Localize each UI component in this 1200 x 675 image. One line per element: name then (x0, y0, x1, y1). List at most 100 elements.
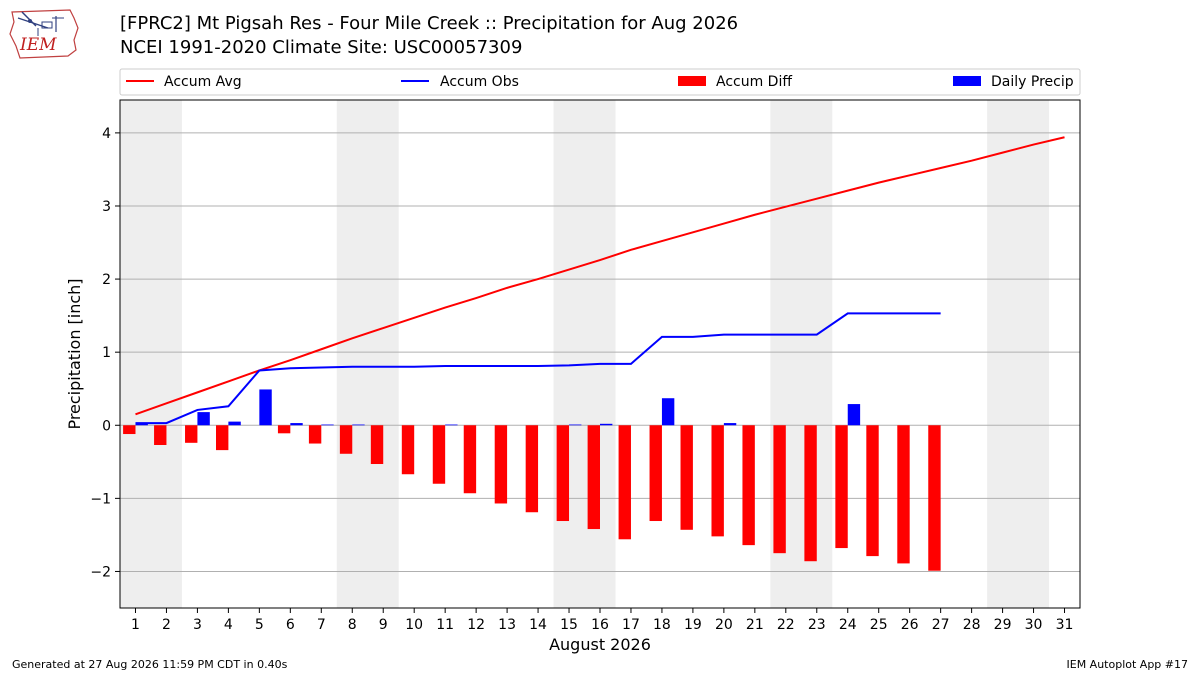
x-tick-label: 1 (131, 617, 140, 633)
accum-diff-bar (835, 425, 848, 549)
daily-precip-bar (352, 424, 365, 426)
y-tick-label: −1 (90, 491, 111, 507)
accum-diff-bar (618, 425, 631, 540)
accum-diff-bar (154, 425, 167, 446)
generated-timestamp: Generated at 27 Aug 2026 11:59 PM CDT in… (12, 658, 288, 671)
accum-diff-bar (401, 425, 415, 475)
accum-diff-bar (339, 425, 353, 454)
y-axis-ticks: −2 −1 0 1 2 3 4 (90, 126, 120, 580)
y-tick-label: −2 (90, 564, 111, 580)
x-tick-label: 25 (870, 617, 888, 633)
daily-precip-bar (569, 424, 582, 426)
x-tick-label: 10 (405, 617, 423, 633)
accum-diff-bar (494, 425, 508, 504)
legend-label-accum-avg: Accum Avg (164, 74, 242, 90)
accum-diff-bar (123, 425, 136, 435)
accum-avg-line (135, 136, 1065, 416)
bars (123, 389, 941, 571)
accum-diff-bar (680, 425, 693, 530)
daily-precip-bar (661, 398, 675, 426)
legend-swatch-accum-diff (678, 76, 706, 86)
x-tick-label: 28 (963, 617, 981, 633)
y-axis-label: Precipitation [inch] (65, 278, 84, 429)
x-tick-label: 24 (839, 617, 857, 633)
daily-precip-bar (723, 423, 737, 426)
x-tick-label: 8 (348, 617, 357, 633)
y-tick-label: 4 (102, 126, 111, 142)
x-tick-label: 13 (498, 617, 516, 633)
x-tick-label: 23 (808, 617, 826, 633)
x-tick-label: 22 (777, 617, 795, 633)
accum-diff-bar (742, 425, 755, 546)
x-tick-label: 14 (529, 617, 547, 633)
y-tick-label: 3 (102, 199, 111, 215)
lines (135, 136, 1065, 425)
x-tick-label: 15 (560, 617, 578, 633)
accum-diff-bar (897, 425, 910, 564)
x-tick-label: 26 (901, 617, 919, 633)
legend: Accum Avg Accum Obs Accum Diff Daily Pre… (119, 68, 1081, 96)
accum-diff-bar (525, 425, 539, 513)
logo-text: IEM (19, 35, 57, 55)
weekend-band (120, 100, 182, 608)
x-tick-label: 6 (286, 617, 295, 633)
x-axis-ticks: 1 2 3 4 5 6 7 8 9 10 11 12 13 14 15 16 17 18 19 20 21 22 23 24 2… (131, 608, 1073, 633)
daily-precip-bar (228, 421, 241, 426)
x-tick-label: 18 (653, 617, 671, 633)
accum-obs-line (135, 312, 941, 425)
accum-diff-bar (804, 425, 817, 562)
accum-diff-bar (649, 425, 662, 522)
x-tick-label: 17 (622, 617, 640, 633)
accum-diff-bar (432, 425, 446, 484)
legend-frame (119, 68, 1081, 96)
x-tick-label: 9 (379, 617, 388, 633)
x-tick-label: 5 (255, 617, 264, 633)
weekend-shading (120, 100, 1050, 608)
x-tick-label: 16 (591, 617, 609, 633)
daily-precip-bar (847, 404, 861, 426)
x-tick-label: 4 (224, 617, 233, 633)
accum-diff-bar (866, 425, 879, 557)
chart-subtitle: NCEI 1991-2020 Climate Site: USC00057309 (120, 37, 523, 58)
legend-label-daily-precip: Daily Precip (991, 74, 1074, 90)
accum-diff-bar (463, 425, 477, 494)
accum-diff-bar (308, 425, 322, 444)
x-tick-label: 31 (1056, 617, 1074, 633)
accum-diff-bar (928, 425, 941, 571)
y-tick-label: 1 (102, 345, 111, 361)
weekend-band (336, 100, 399, 608)
accum-diff-bar (587, 425, 600, 530)
accum-diff-bar (370, 425, 384, 465)
x-tick-label: 30 (1025, 617, 1043, 633)
accum-diff-bar (185, 425, 198, 443)
x-tick-label: 3 (193, 617, 202, 633)
y-tick-label: 2 (102, 272, 111, 288)
chart-title: [FPRC2] Mt Pigsah Res - Four Mile Creek … (120, 13, 739, 34)
legend-label-accum-diff: Accum Diff (716, 74, 792, 90)
x-tick-label: 21 (746, 617, 764, 633)
legend-label-accum-obs: Accum Obs (440, 74, 519, 90)
x-tick-label: 20 (715, 617, 733, 633)
x-tick-label: 11 (436, 617, 454, 633)
x-tick-label: 7 (317, 617, 326, 633)
x-tick-label: 27 (932, 617, 950, 633)
accum-diff-bar (277, 425, 291, 434)
x-axis-label: August 2026 (549, 635, 651, 654)
x-tick-label: 2 (162, 617, 171, 633)
weekend-band (987, 100, 1050, 608)
accum-diff-bar (773, 425, 786, 554)
x-tick-label: 29 (994, 617, 1012, 633)
legend-swatch-daily-precip (953, 76, 981, 86)
y-tick-label: 0 (102, 418, 111, 434)
weekend-band (553, 100, 616, 608)
x-tick-label: 19 (684, 617, 702, 633)
accum-diff-bar (711, 425, 724, 537)
daily-precip-bar (321, 424, 334, 426)
app-credit: IEM Autoplot App #17 (1066, 658, 1189, 671)
daily-precip-bar (600, 423, 613, 426)
daily-precip-bar (135, 423, 148, 426)
daily-precip-bar (197, 412, 210, 426)
accum-diff-bar (556, 425, 570, 522)
x-tick-label: 12 (467, 617, 485, 633)
